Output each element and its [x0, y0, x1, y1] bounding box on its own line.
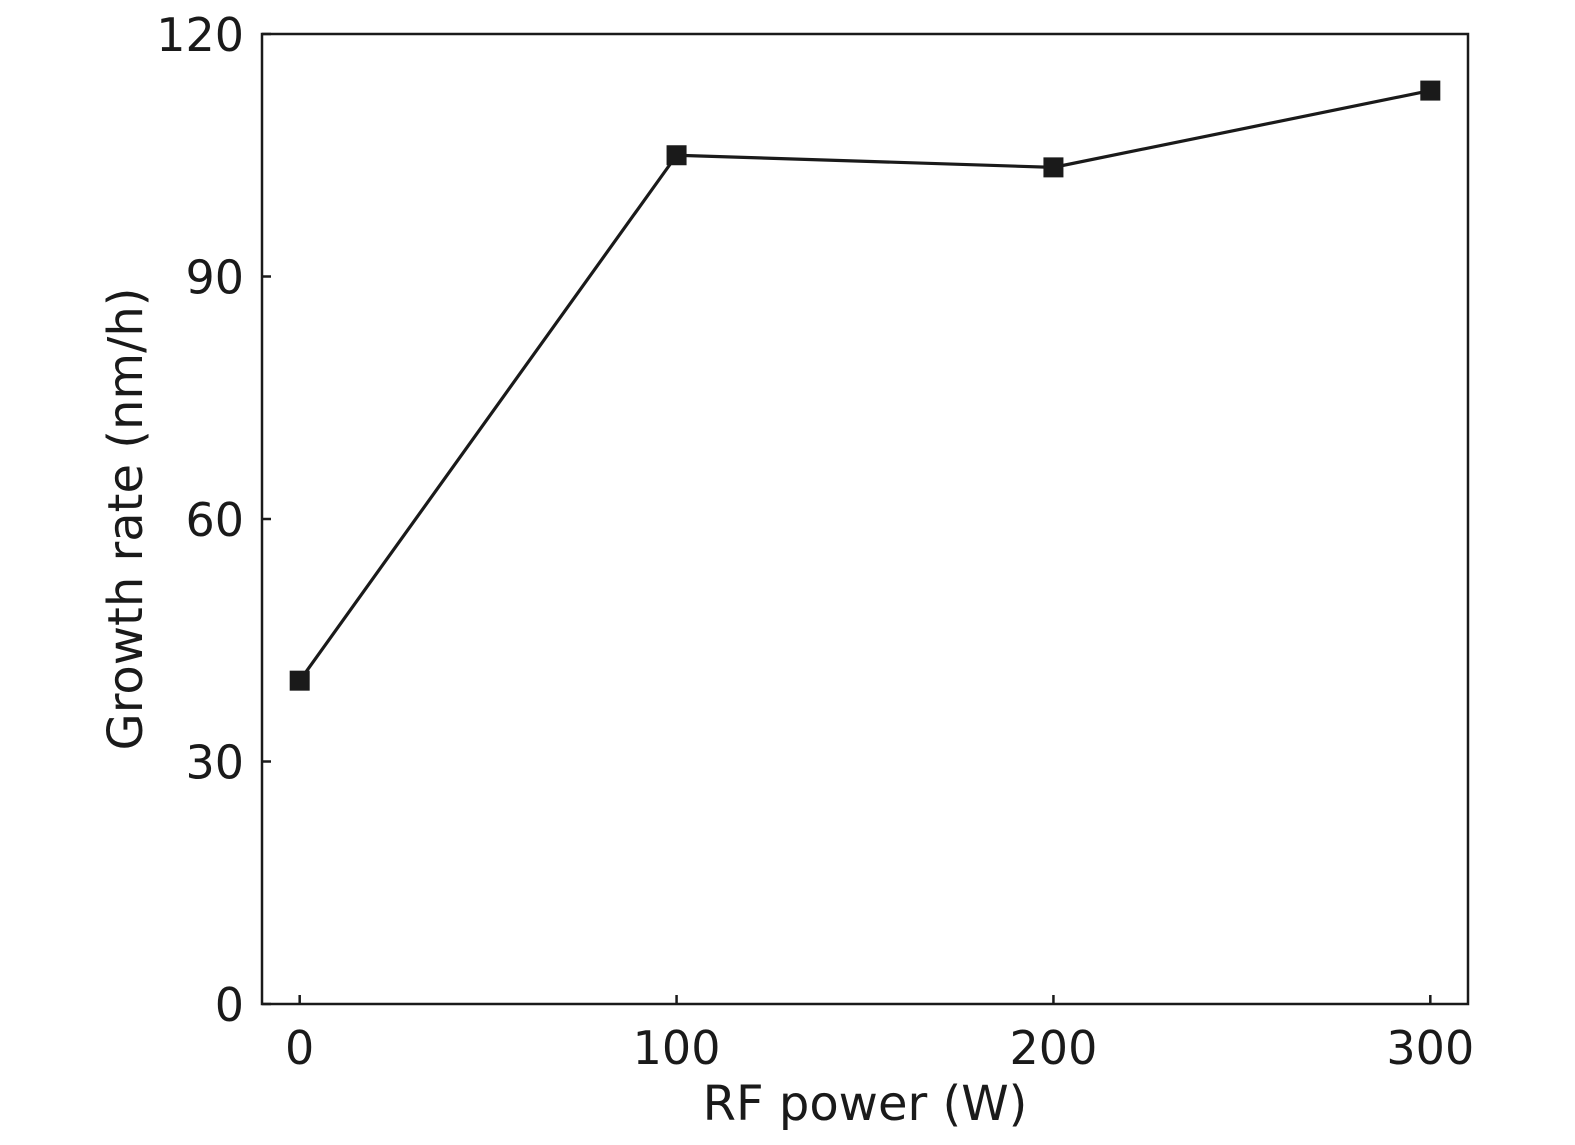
data-point-marker: [666, 145, 687, 166]
y-tick-label: 0: [215, 978, 244, 1032]
series-line: [298, 89, 1431, 682]
x-tick-label: 0: [285, 1021, 314, 1075]
x-tick-label: 300: [1386, 1021, 1474, 1075]
y-axis-ticks: 0 30 60 90 120: [156, 8, 271, 1032]
data-point-marker: [1043, 157, 1064, 178]
x-tick-label: 200: [1010, 1021, 1098, 1075]
series-group: [289, 80, 1441, 691]
x-tick-label: 100: [633, 1021, 721, 1075]
y-tick-label: 60: [185, 493, 244, 547]
data-point-marker: [289, 670, 310, 691]
y-axis-label: Growth rate (nm/h): [98, 288, 154, 751]
data-point-marker: [1420, 80, 1441, 101]
y-tick-label: 120: [156, 8, 244, 62]
x-axis-ticks: 0 100 200 300: [285, 995, 1474, 1075]
y-tick-label: 30: [185, 736, 244, 790]
plot-frame: [260, 32, 1470, 1006]
y-tick-label: 90: [185, 251, 244, 305]
x-axis-label: RF power (W): [703, 1076, 1028, 1132]
